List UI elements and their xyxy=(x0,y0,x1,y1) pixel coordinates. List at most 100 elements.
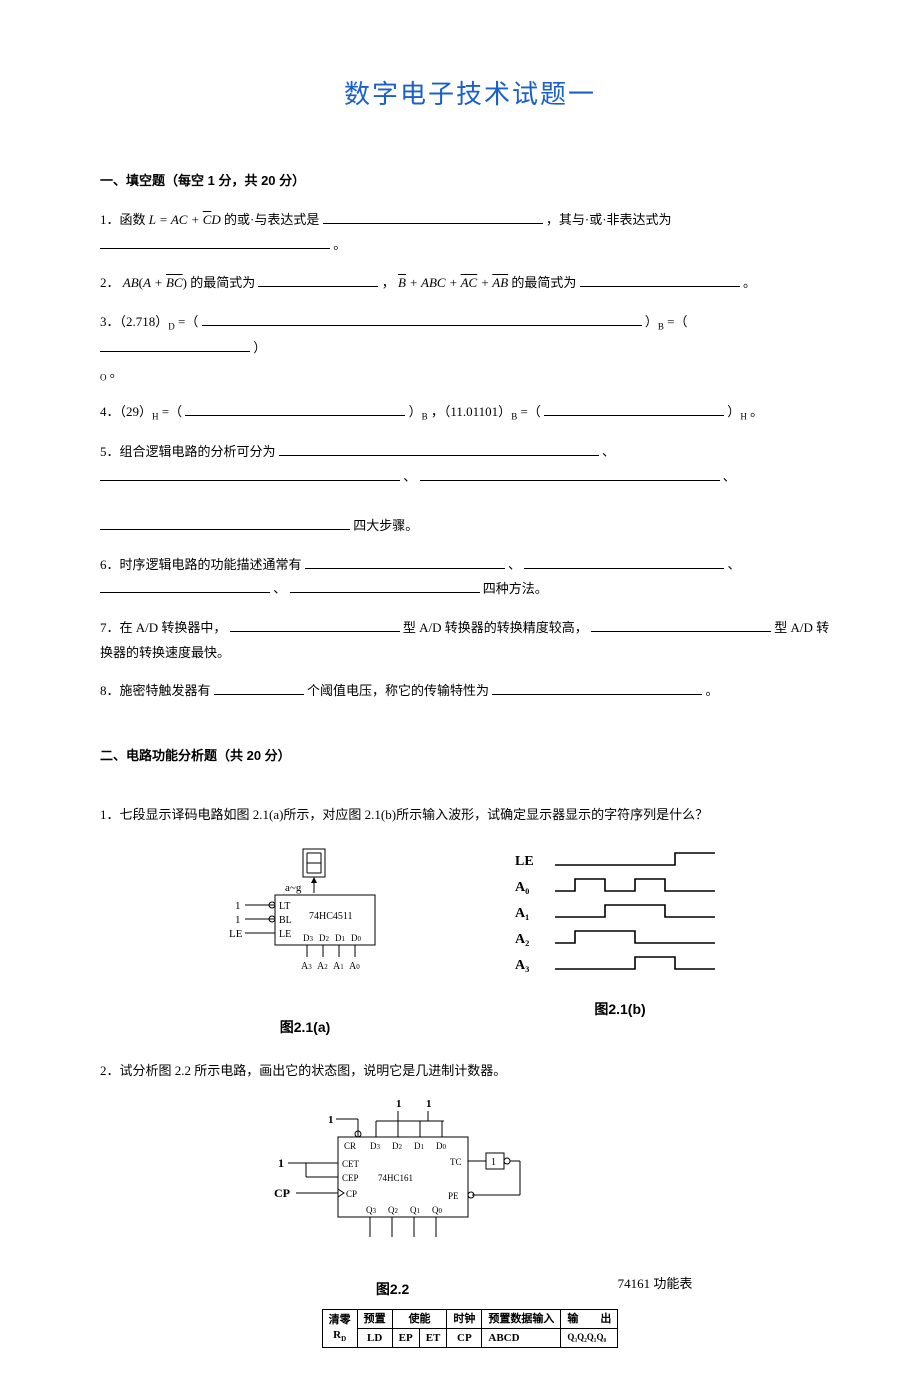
frp: ) xyxy=(183,275,187,290)
blank xyxy=(100,338,250,352)
fig21b: LE A₀ A₁ A₂ A₃ 图2.1(b) xyxy=(515,847,725,1022)
fvar-bar: B xyxy=(398,275,406,290)
q2: Q2 xyxy=(388,1205,399,1215)
blank xyxy=(420,467,720,481)
sep: 、 xyxy=(728,557,741,572)
q2-formula2: B + ABC + AC + AB xyxy=(398,275,511,290)
sub-h2: H xyxy=(740,412,747,422)
blank xyxy=(591,618,771,632)
q6: 6．时序逻辑电路的功能描述通常有 、 、 、 四种方法。 xyxy=(100,553,840,602)
q4-eq2: =（ xyxy=(520,404,540,419)
cep: CEP xyxy=(342,1173,359,1183)
q2-text-b: 的最简式为 xyxy=(190,275,255,290)
fvar: AB xyxy=(123,275,139,290)
one: 1 xyxy=(235,914,241,926)
q4: 4．（29）H =（ ）B ，（11.01101）B =（ ）H 。 xyxy=(100,400,840,426)
d1: D1 xyxy=(335,933,346,943)
a2-label: A₂ xyxy=(515,932,529,947)
th-cp: CP xyxy=(447,1329,482,1348)
q4-end: 。 xyxy=(750,404,763,419)
sep: 、 xyxy=(403,469,416,484)
sep: 、 xyxy=(602,444,615,459)
one: 1 xyxy=(235,900,241,912)
bl: BL xyxy=(279,915,292,926)
a0: A0 xyxy=(349,961,360,972)
fig22-caption: 图2.2 xyxy=(248,1276,538,1303)
th-ld: LD xyxy=(357,1329,392,1348)
s2-q2: 2．试分析图 2.2 所示电路，画出它的状态图，说明它是几进制计数器。 xyxy=(100,1059,840,1084)
fplus: + xyxy=(151,275,166,290)
cp-pin: CP xyxy=(346,1189,357,1199)
chip: 74HC161 xyxy=(378,1173,413,1183)
q4-rb1: ） xyxy=(409,404,422,419)
txt: 清零 xyxy=(329,1314,351,1326)
q2-text-d: 的最简式为 xyxy=(511,275,576,290)
q3-eq2: =（ xyxy=(667,314,687,329)
section1-header: 一、填空题（每空 1 分，共 20 分） xyxy=(100,169,840,194)
a3-label: A₃ xyxy=(515,958,529,973)
q1-text-d: 。 xyxy=(333,237,346,252)
le-ext: LE xyxy=(229,928,243,940)
q4-eq1: =（ xyxy=(162,404,182,419)
one: 1 xyxy=(396,1098,402,1110)
q1-text-a: 1．函数 xyxy=(100,212,149,227)
blank xyxy=(214,681,304,695)
a1-label: A₁ xyxy=(515,906,529,921)
blank xyxy=(305,555,505,569)
fvar: L xyxy=(149,212,156,227)
a2: A2 xyxy=(317,961,328,972)
sep: 、 xyxy=(508,557,521,572)
section2-header: 二、电路功能分析题（共 20 分） xyxy=(100,744,840,769)
blank xyxy=(279,442,599,456)
pe: PE xyxy=(448,1191,459,1201)
blank xyxy=(258,273,378,287)
fig21a-caption: 图2.1(a) xyxy=(215,1014,395,1041)
blank xyxy=(524,555,724,569)
one: 1 xyxy=(426,1098,432,1110)
q3-eq1: =（ xyxy=(178,314,198,329)
q7-text-a: 7．在 A/D 转换器中， xyxy=(100,620,226,635)
q2-text-e: 。 xyxy=(743,275,756,290)
th-enable: 使能 xyxy=(392,1309,447,1328)
txt: R xyxy=(333,1329,341,1341)
q3: Q3 xyxy=(366,1205,377,1215)
q6-text-a: 6．时序逻辑电路的功能描述通常有 xyxy=(100,557,302,572)
fplus: + xyxy=(477,275,492,290)
tc: TC xyxy=(450,1157,462,1167)
q5-text-a: 5．组合逻辑电路的分析可分为 xyxy=(100,444,276,459)
s2-q1: 1．七段显示译码电路如图 2.1(a)所示，对应图 2.1(b)所示输入波形，试… xyxy=(100,803,840,828)
d2: D2 xyxy=(319,933,330,943)
blank xyxy=(100,579,270,593)
sep: 、 xyxy=(273,581,286,596)
th-ep: EP xyxy=(392,1329,419,1348)
blank xyxy=(492,681,702,695)
q2-text-c: ， xyxy=(382,275,398,290)
fplus: + xyxy=(406,275,421,290)
fvar-bar: AC xyxy=(461,275,478,290)
cet: CET xyxy=(342,1159,360,1169)
blank xyxy=(230,618,400,632)
a3: A3 xyxy=(301,961,312,972)
th-out: 输 出 xyxy=(561,1309,618,1328)
sub-b: B xyxy=(658,322,664,332)
q3-rb1: ） xyxy=(645,314,658,329)
q3-end: 。 xyxy=(110,365,123,380)
q1: 1．函数 L = AC + CD 的或·与表达式是 ，其与·或·非表达式为 。 xyxy=(100,208,840,257)
q8-text-c: 。 xyxy=(706,683,719,698)
blank xyxy=(290,579,480,593)
q1: Q1 xyxy=(410,1205,421,1215)
q0: Q0 xyxy=(432,1205,443,1215)
th-abcd: ABCD xyxy=(482,1329,561,1348)
fig21a: a~g 1 LT 1 BL LE LE 74HC4511 D3 D2 D1 D0 xyxy=(215,847,395,1040)
a1: A1 xyxy=(333,961,344,972)
a0-label: A₀ xyxy=(515,880,529,895)
q1-text-c: ，其与·或·非表达式为 xyxy=(546,212,672,227)
d0: D0 xyxy=(351,933,362,943)
blank xyxy=(100,235,330,249)
fvar: ABC xyxy=(421,275,446,290)
d3: D3 xyxy=(370,1141,381,1151)
blank xyxy=(185,402,405,416)
txt: D xyxy=(341,1335,346,1343)
one: 1 xyxy=(278,1156,284,1170)
q5-text-b: 四大步骤。 xyxy=(353,518,418,533)
